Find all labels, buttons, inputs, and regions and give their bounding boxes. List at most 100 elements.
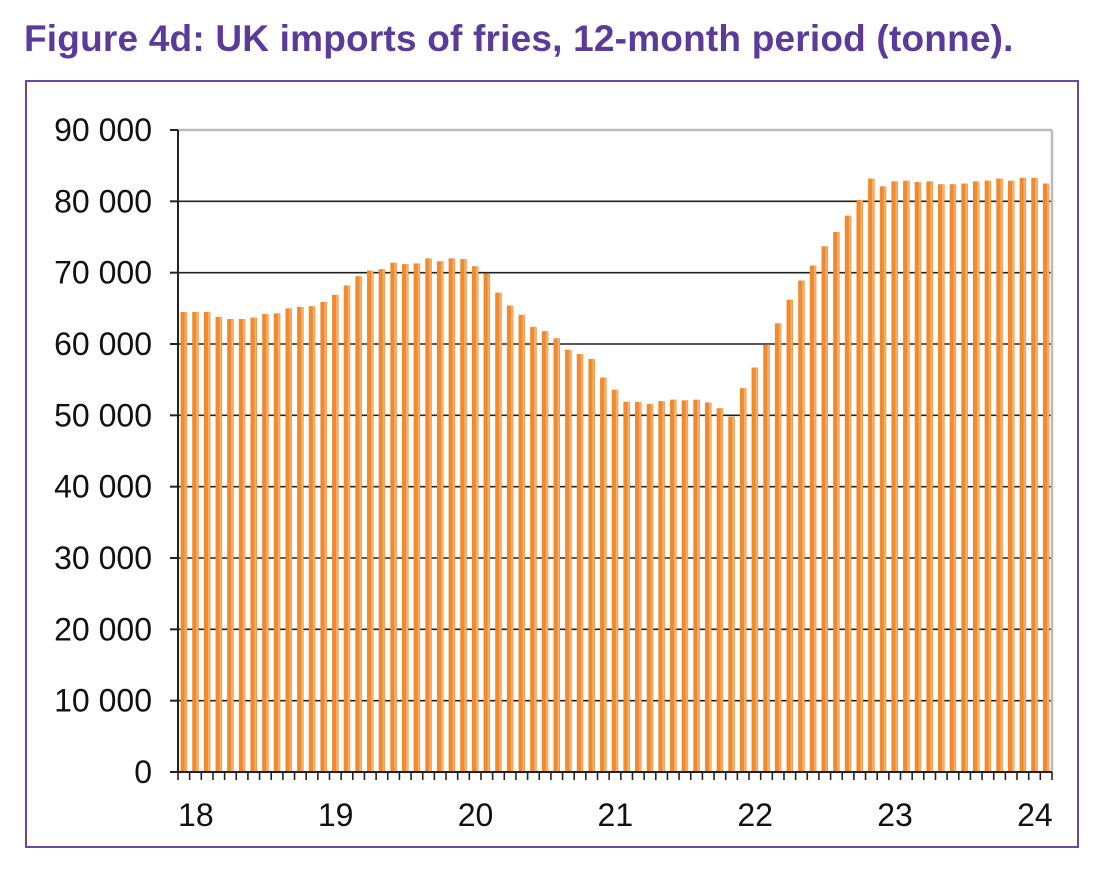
bar: [541, 331, 549, 772]
bar: [693, 399, 700, 772]
bar: [972, 181, 980, 773]
bar: [879, 186, 887, 772]
bar-highlight: [417, 263, 420, 772]
bar-highlight: [802, 280, 805, 772]
bar-highlight: [580, 353, 583, 772]
bar-highlight: [324, 301, 327, 772]
bar: [635, 401, 642, 772]
y-tick-label: 0: [134, 754, 152, 790]
bar-highlight: [872, 178, 875, 773]
y-axis-tick-labels: 0 10 000 20 000 30 000 40 000 50 000 60 000 70 …: [54, 112, 152, 790]
x-year-label: 23: [877, 797, 913, 833]
bar: [565, 349, 572, 772]
bar-highlight: [709, 402, 711, 772]
bar: [786, 299, 794, 772]
bar: [728, 416, 735, 772]
bar: [926, 181, 933, 773]
x-axis-year-labels: 18 19 20 21 22 23 24: [178, 797, 1053, 833]
bar-highlight: [196, 311, 199, 772]
bar-highlight: [219, 316, 222, 772]
bar: [367, 270, 374, 772]
bar: [471, 266, 479, 772]
bar: [844, 215, 852, 773]
bar: [285, 308, 292, 772]
bar: [809, 265, 817, 772]
x-year-label: 22: [737, 797, 773, 833]
bar-highlight: [242, 319, 245, 772]
bar-highlight: [336, 294, 339, 772]
bar-highlight: [499, 292, 502, 772]
bar: [623, 401, 630, 772]
bar: [856, 199, 863, 772]
bar: [611, 389, 619, 772]
bar-highlight: [895, 181, 898, 773]
bars: [180, 177, 1050, 773]
bar-highlight: [266, 314, 269, 772]
bar-highlight: [394, 262, 397, 772]
bar: [658, 401, 665, 772]
bar-highlight: [207, 311, 210, 772]
x-year-label: 24: [1017, 797, 1053, 833]
bar: [262, 314, 269, 772]
bar-highlight: [301, 306, 304, 772]
bar: [891, 181, 898, 773]
x-year-label: 19: [318, 797, 354, 833]
bar: [355, 276, 362, 772]
bar-highlight: [1035, 177, 1038, 772]
bar: [1019, 177, 1027, 772]
bar: [332, 294, 339, 772]
bar: [378, 269, 386, 772]
bar-highlight: [965, 183, 968, 772]
bar-highlight: [615, 389, 618, 772]
bar-highlight: [545, 331, 548, 772]
bar: [961, 183, 968, 772]
y-tick-label: 50 000: [54, 397, 152, 433]
bar-highlight: [184, 311, 187, 772]
bar-highlight: [592, 358, 595, 772]
bar-highlight: [1023, 177, 1026, 772]
bar-highlight: [231, 319, 234, 772]
bar: [798, 280, 805, 772]
bar: [1007, 180, 1015, 772]
x-year-label: 20: [458, 797, 494, 833]
bar: [646, 403, 654, 772]
bar-highlight: [1046, 183, 1049, 772]
bar: [192, 311, 199, 772]
bar-highlight: [848, 215, 851, 773]
bar: [297, 306, 304, 772]
bar: [273, 313, 281, 772]
bar-highlight: [440, 261, 443, 772]
bar: [250, 317, 258, 772]
bar: [483, 273, 491, 772]
bar-highlight: [988, 180, 991, 772]
bar-highlight: [1011, 180, 1014, 772]
bar: [1031, 177, 1038, 772]
bar-highlight: [557, 338, 560, 772]
axes: [170, 129, 1053, 780]
bar: [833, 232, 840, 773]
bar-highlight: [406, 264, 408, 772]
bar-highlight: [639, 401, 642, 772]
bar-highlight: [883, 186, 886, 772]
bar: [670, 399, 677, 772]
bar-highlight: [569, 349, 572, 772]
bar: [868, 178, 875, 773]
bar: [448, 258, 456, 772]
y-tick-label: 10 000: [54, 683, 152, 719]
bar: [588, 358, 595, 772]
bar-highlight: [813, 265, 816, 772]
bar-highlight: [534, 326, 537, 772]
y-tick-label: 30 000: [54, 540, 152, 576]
bar-highlight: [720, 408, 723, 772]
bar: [576, 353, 584, 772]
bar: [553, 338, 560, 772]
bar-highlight: [674, 399, 677, 772]
bar-highlight: [977, 181, 979, 773]
bar-highlight: [1000, 178, 1003, 773]
bar-highlight: [662, 401, 665, 772]
bar: [716, 408, 724, 772]
bar: [460, 259, 467, 772]
y-tick-label: 70 000: [54, 255, 152, 291]
bar: [413, 263, 421, 772]
bar: [739, 388, 747, 772]
